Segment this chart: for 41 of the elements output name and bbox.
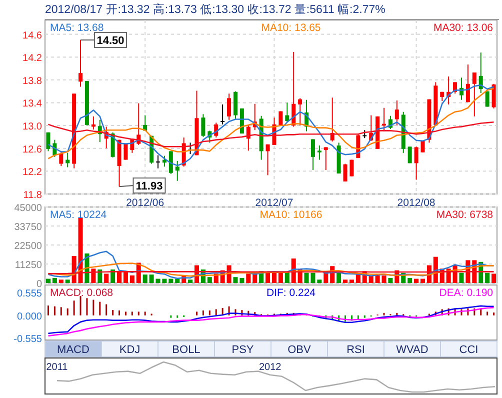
text: MA5: 13.68 [50, 22, 104, 34]
x-tick-label: 2012 [258, 362, 282, 373]
text: CCI [459, 344, 478, 356]
y-tick-label: 13.0 [22, 122, 42, 133]
x-tick-label: 2011 [46, 362, 68, 373]
text: MA10: 13.65 [261, 22, 321, 34]
series-label: MACD: 0.068 [50, 287, 114, 299]
text: MACD [57, 344, 90, 356]
text: MA5: 10224 [50, 209, 107, 221]
text: RSI [346, 344, 365, 356]
series-label: DEA: 0.190 [439, 287, 494, 299]
x-tick-label: 2012/08 [397, 197, 436, 209]
y-tick-label: 13.4 [22, 98, 42, 110]
y-tick-label: 0.000 [16, 311, 42, 322]
text: PSY [232, 344, 254, 356]
y-tick-label: 13.8 [22, 76, 42, 87]
text: MA30: 6738 [436, 209, 494, 221]
text: MA10: 10166 [260, 209, 322, 221]
y-tick-label: 45000 [14, 203, 42, 214]
series-label: DIF: 0.224 [266, 287, 316, 299]
y-tick-label: 11.8 [23, 190, 42, 201]
annotation: 11.93 [136, 180, 163, 192]
y-tick-label: 12.2 [22, 167, 42, 178]
y-tick-label: 14.6 [22, 30, 42, 42]
x-tick-label: 2012/06 [126, 197, 164, 209]
chart-title: 2012/08/17 开:13.32 高:13.73 低:13.30 收:13.72 量:5611 幅:2.77% [45, 2, 386, 16]
text: KDJ [119, 344, 140, 356]
text: BOLL [172, 344, 200, 356]
annotation: 14.50 [96, 34, 124, 47]
y-tick-label: -0.555 [14, 334, 42, 346]
y-tick-label: 0.555 [16, 288, 42, 300]
x-tick-label: 2012/07 [255, 197, 294, 209]
y-tick-label: 12.6 [22, 144, 42, 156]
y-tick-label: 33750 [14, 222, 42, 233]
y-tick-label: 0 [36, 279, 42, 290]
y-tick-label: 14.2 [22, 53, 42, 64]
text: WVAD [396, 344, 428, 356]
text: MA30: 13.06 [433, 22, 494, 34]
text: OBV [288, 344, 312, 356]
y-tick-label: 11250 [14, 260, 42, 271]
y-tick-label: 22500 [14, 241, 42, 252]
